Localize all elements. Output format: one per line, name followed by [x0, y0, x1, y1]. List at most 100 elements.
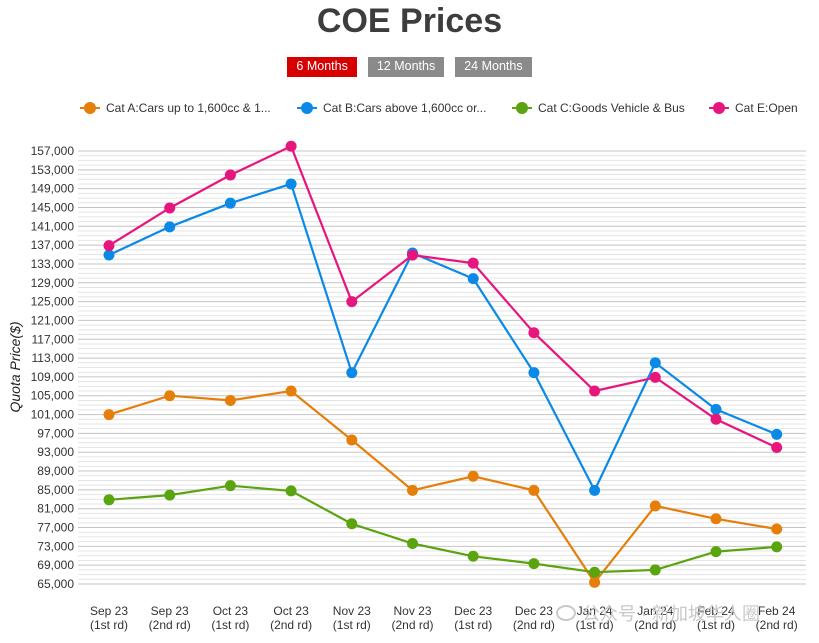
y-tick-label: 101,000 [31, 408, 75, 422]
data-point[interactable] [649, 564, 661, 576]
data-point[interactable] [771, 541, 783, 553]
series-line [108, 389, 777, 585]
x-tick-label: Jan 24 (1st rd) [576, 604, 614, 632]
legend-swatch-cat-b [297, 101, 317, 115]
data-point[interactable] [710, 413, 722, 425]
data-point[interactable] [467, 550, 479, 562]
y-tick-label: 97,000 [37, 426, 74, 440]
data-point[interactable] [285, 485, 297, 497]
y-tick-label: 109,000 [31, 370, 75, 384]
data-point[interactable] [224, 480, 236, 492]
data-point[interactable] [710, 513, 722, 525]
tab-24-months[interactable]: 24 Months [455, 57, 532, 77]
data-point[interactable] [589, 576, 601, 588]
data-point[interactable] [467, 273, 479, 285]
legend-swatch-cat-a [80, 101, 100, 115]
x-tick-label: Dec 23 (1st rd) [454, 604, 492, 632]
data-point[interactable] [346, 367, 358, 379]
y-tick-label: 153,000 [31, 163, 75, 177]
data-point[interactable] [649, 371, 661, 383]
x-tick-label: Oct 23 (1st rd) [211, 604, 249, 632]
legend-swatch-cat-c [512, 101, 532, 115]
data-point[interactable] [528, 327, 540, 339]
data-point[interactable] [589, 385, 601, 397]
legend-label-cat-b: Cat B:Cars above 1,600cc or... [323, 101, 487, 115]
x-tick-label: Sep 23 (1st rd) [90, 604, 128, 632]
y-tick-label: 137,000 [31, 238, 75, 252]
data-point[interactable] [285, 178, 297, 190]
data-point[interactable] [710, 403, 722, 415]
legend-item-cat-e[interactable]: Cat E:Open [709, 101, 798, 115]
y-axis-ticks: 65,000 69,000 73,000 77,000 81,000 85,000 89,0… [31, 144, 75, 591]
y-tick-label: 145,000 [31, 200, 75, 214]
data-point[interactable] [285, 140, 297, 152]
data-point[interactable] [771, 441, 783, 453]
y-axis-label: Quota Price($) [7, 321, 23, 412]
y-tick-label: 105,000 [31, 389, 75, 403]
data-point[interactable] [407, 484, 418, 496]
legend-label-cat-c: Cat C:Goods Vehicle & Bus [538, 101, 685, 115]
data-point[interactable] [771, 523, 783, 535]
data-point[interactable] [528, 367, 540, 379]
watermark: 公众号 · 新加坡华人圈 [556, 600, 760, 626]
y-tick-label: 129,000 [31, 276, 75, 290]
data-point[interactable] [103, 494, 115, 506]
y-tick-label: 73,000 [37, 539, 74, 553]
data-point[interactable] [285, 385, 297, 397]
data-point[interactable] [164, 221, 176, 233]
data-point[interactable] [528, 558, 540, 570]
series-line [108, 144, 778, 449]
data-point[interactable] [467, 257, 479, 269]
data-point[interactable] [103, 409, 115, 421]
legend-item-cat-c[interactable]: Cat C:Goods Vehicle & Bus [512, 101, 685, 115]
x-tick-label: Feb 24 (2nd rd) [756, 604, 798, 632]
tab-6-months[interactable]: 6 Months [287, 57, 357, 77]
data-point[interactable] [467, 470, 479, 482]
y-tick-label: 85,000 [37, 483, 74, 497]
y-tick-label: 77,000 [37, 521, 74, 535]
y-tick-label: 141,000 [31, 219, 75, 233]
data-point[interactable] [407, 538, 418, 550]
y-tick-label: 149,000 [31, 182, 75, 196]
y-tick-label: 69,000 [37, 558, 74, 572]
series-points [103, 140, 783, 588]
y-tick-label: 89,000 [37, 464, 74, 478]
data-point[interactable] [164, 202, 176, 214]
legend-item-cat-a[interactable]: Cat A:Cars up to 1,600cc & 1... [80, 101, 271, 115]
data-point[interactable] [346, 296, 358, 308]
data-point[interactable] [224, 169, 236, 181]
x-tick-label: Jan 24 (2nd rd) [634, 604, 676, 632]
y-tick-label: 157,000 [31, 144, 75, 158]
data-point[interactable] [224, 197, 236, 209]
data-point[interactable] [346, 434, 358, 446]
data-point[interactable] [164, 390, 176, 402]
data-point[interactable] [528, 484, 540, 496]
data-point[interactable] [771, 428, 783, 440]
y-tick-label: 81,000 [37, 502, 74, 516]
data-point[interactable] [103, 240, 115, 252]
y-tick-label: 125,000 [31, 295, 75, 309]
range-tabs: 6 Months 12 Months 24 Months [0, 57, 819, 77]
data-point[interactable] [649, 357, 661, 369]
data-point[interactable] [224, 394, 236, 406]
data-point[interactable] [710, 546, 722, 558]
data-point[interactable] [589, 566, 601, 578]
y-tick-label: 65,000 [37, 577, 74, 591]
data-point[interactable] [407, 249, 418, 261]
data-point[interactable] [103, 249, 115, 261]
y-tick-label: 121,000 [31, 313, 75, 327]
y-tick-label: 93,000 [37, 445, 74, 459]
data-point[interactable] [589, 484, 601, 496]
chart-legend: Cat A:Cars up to 1,600cc & 1... Cat B:Ca… [0, 101, 819, 121]
legend-item-cat-b[interactable]: Cat B:Cars above 1,600cc or... [297, 101, 486, 115]
data-point[interactable] [649, 500, 661, 512]
y-tick-label: 117,000 [32, 332, 75, 346]
grid-lines [78, 150, 806, 585]
wechat-icon [556, 605, 576, 621]
data-point[interactable] [164, 489, 176, 501]
x-tick-label: Sep 23 (2nd rd) [149, 604, 191, 632]
tab-12-months[interactable]: 12 Months [367, 57, 445, 77]
data-point[interactable] [346, 518, 358, 530]
x-tick-label: Oct 23 (2nd rd) [270, 604, 312, 632]
